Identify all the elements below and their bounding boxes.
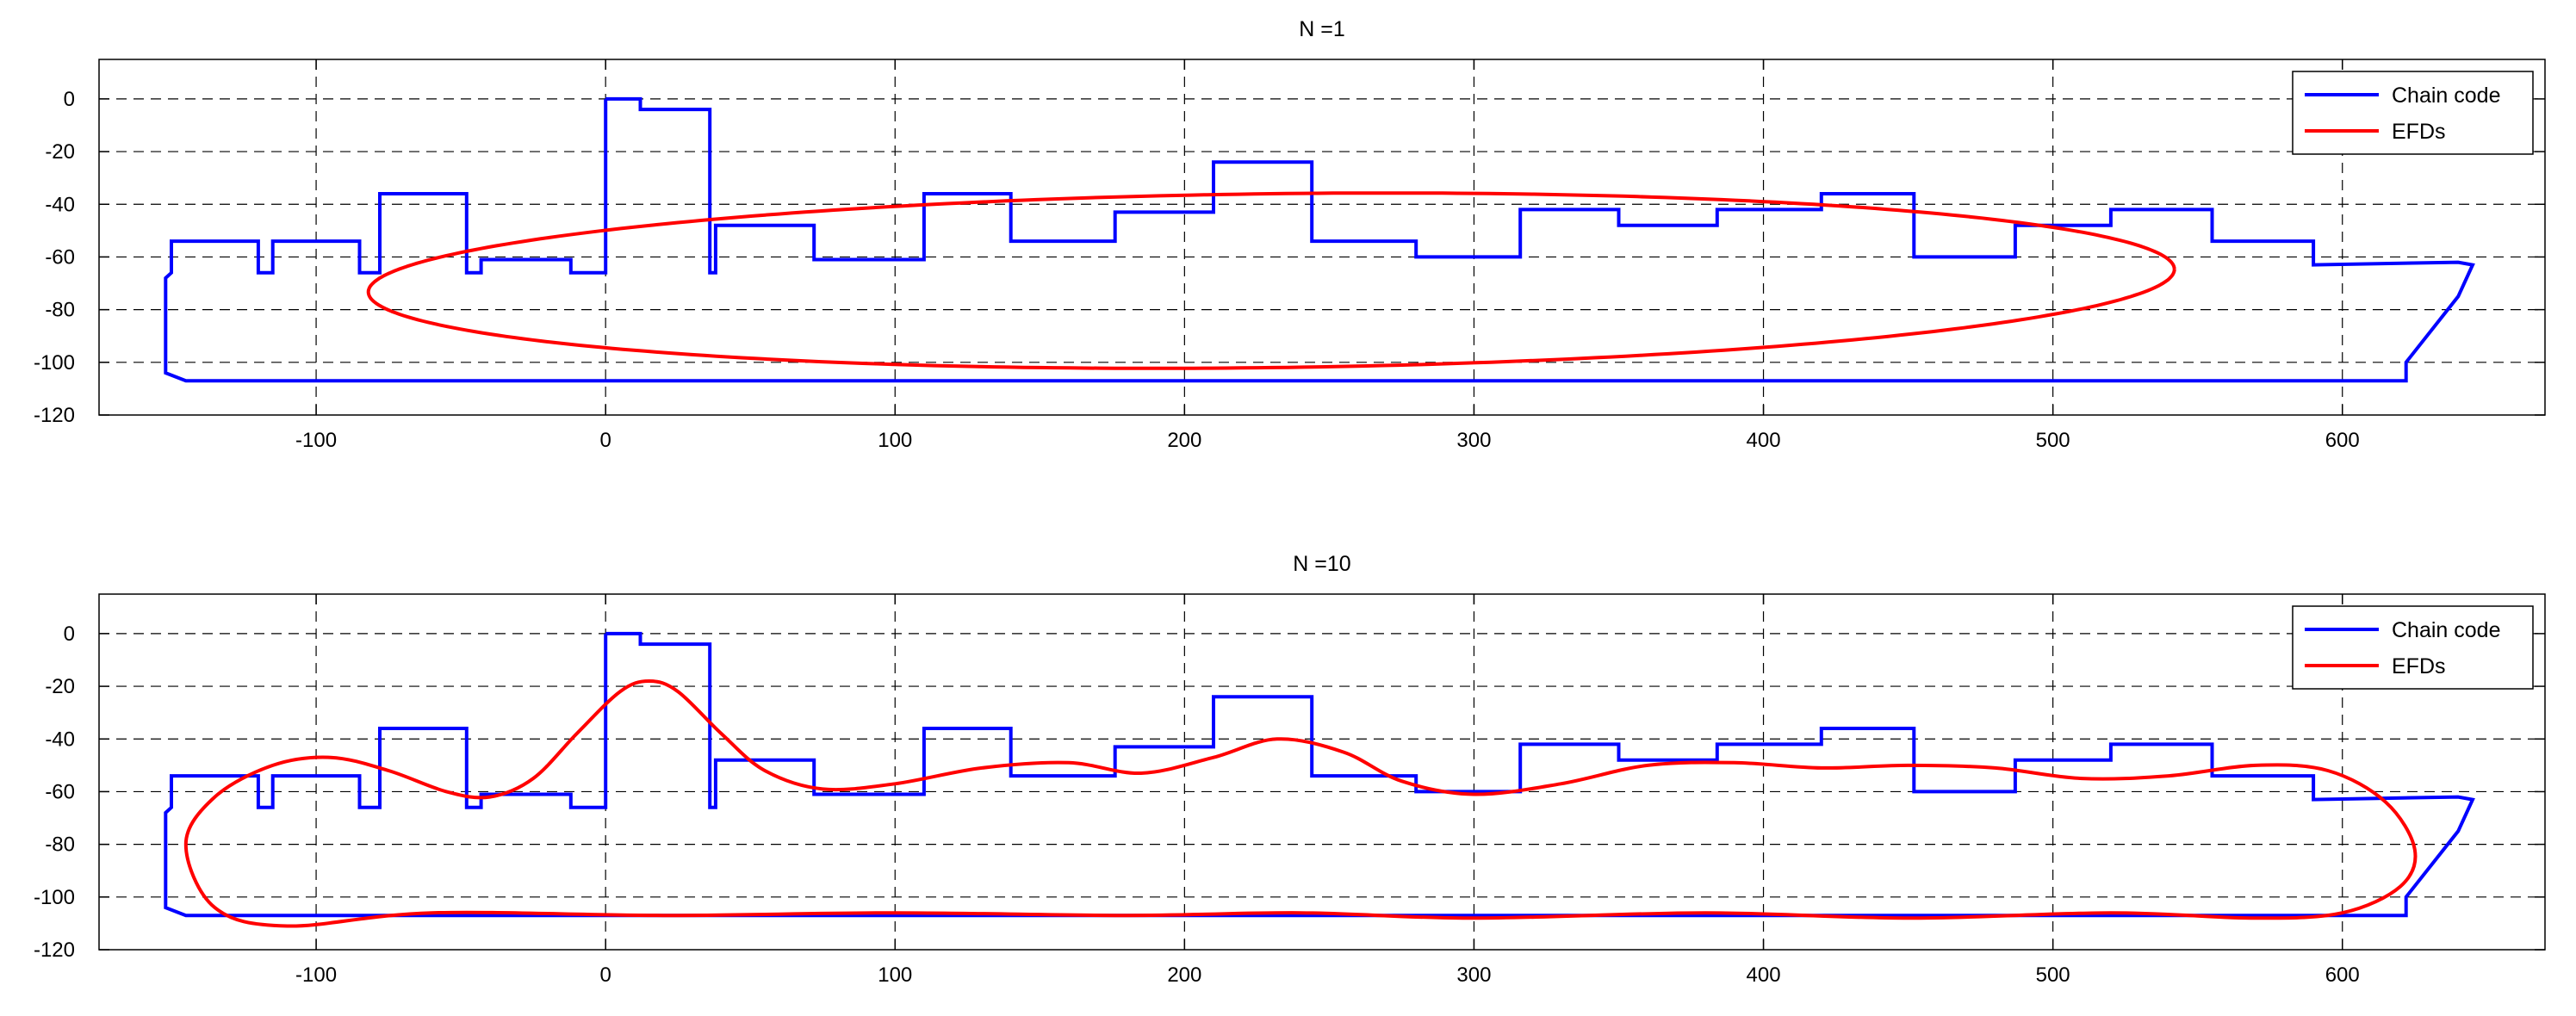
y-tick-label: -40 [45, 728, 75, 751]
x-tick-label: 300 [1456, 429, 1491, 452]
legend-label: Chain code [2392, 618, 2500, 642]
y-tick-label: -20 [45, 140, 75, 164]
y-tick-label: -100 [34, 351, 75, 375]
y-tick-label: -60 [45, 780, 75, 803]
x-tick-label: 200 [1167, 429, 1201, 452]
y-tick-label: -80 [45, 299, 75, 322]
x-tick-label: -100 [295, 963, 337, 987]
x-tick-label: 500 [2036, 963, 2070, 987]
efds-series-line [366, 191, 2176, 370]
legend-box [2292, 71, 2534, 155]
y-tick-label: 0 [64, 88, 75, 111]
plot-area [99, 594, 2545, 950]
y-tick-label: -120 [34, 939, 75, 962]
chain-code-series-line [164, 631, 2475, 918]
chain-code-series-line [164, 96, 2475, 383]
x-tick-label: 400 [1747, 429, 1781, 452]
legend-label: Chain code [2392, 84, 2500, 108]
legend-box [2292, 605, 2534, 690]
x-tick-label: 200 [1167, 963, 1201, 987]
x-tick-label: 400 [1747, 963, 1781, 987]
x-tick-label: 600 [2325, 963, 2360, 987]
subplot-n1: N =1 -100 0 100 200 300 400 500 600 0 -20 -40 -60 -8… [34, 17, 2546, 452]
legend: Chain code EFDs [2292, 605, 2534, 690]
y-tick-label: -80 [45, 833, 75, 857]
x-tick-label: 0 [599, 429, 611, 452]
y-tick-label: -60 [45, 245, 75, 269]
plot-area [99, 59, 2545, 415]
legend-label: EFDs [2392, 120, 2446, 144]
legend: Chain code EFDs [2292, 71, 2534, 155]
y-tick-label: -100 [34, 886, 75, 909]
y-tick-label: 0 [64, 623, 75, 646]
x-tick-label: 500 [2036, 429, 2070, 452]
y-tick-label: -20 [45, 675, 75, 698]
efds-series-line [183, 679, 2418, 928]
x-tick-label: -100 [295, 429, 337, 452]
x-tick-label: 100 [878, 429, 912, 452]
legend-label: EFDs [2392, 654, 2446, 678]
y-tick-label: -120 [34, 404, 75, 427]
y-tick-label: -40 [45, 193, 75, 216]
x-tick-label: 100 [878, 963, 912, 987]
x-tick-label: 0 [599, 963, 611, 987]
chart-title: N =1 [1299, 17, 1345, 41]
subplot-n10: N =10 -100 0 100 200 300 400 500 600 0 -20 -40 -60 -… [34, 552, 2546, 987]
axes-frame [98, 593, 2546, 951]
series-layer [164, 631, 2475, 928]
axes-frame [98, 59, 2546, 416]
series-layer [164, 96, 2475, 383]
x-tick-label: 300 [1456, 963, 1491, 987]
chart-title: N =10 [1293, 552, 1350, 576]
x-tick-label: 600 [2325, 429, 2360, 452]
